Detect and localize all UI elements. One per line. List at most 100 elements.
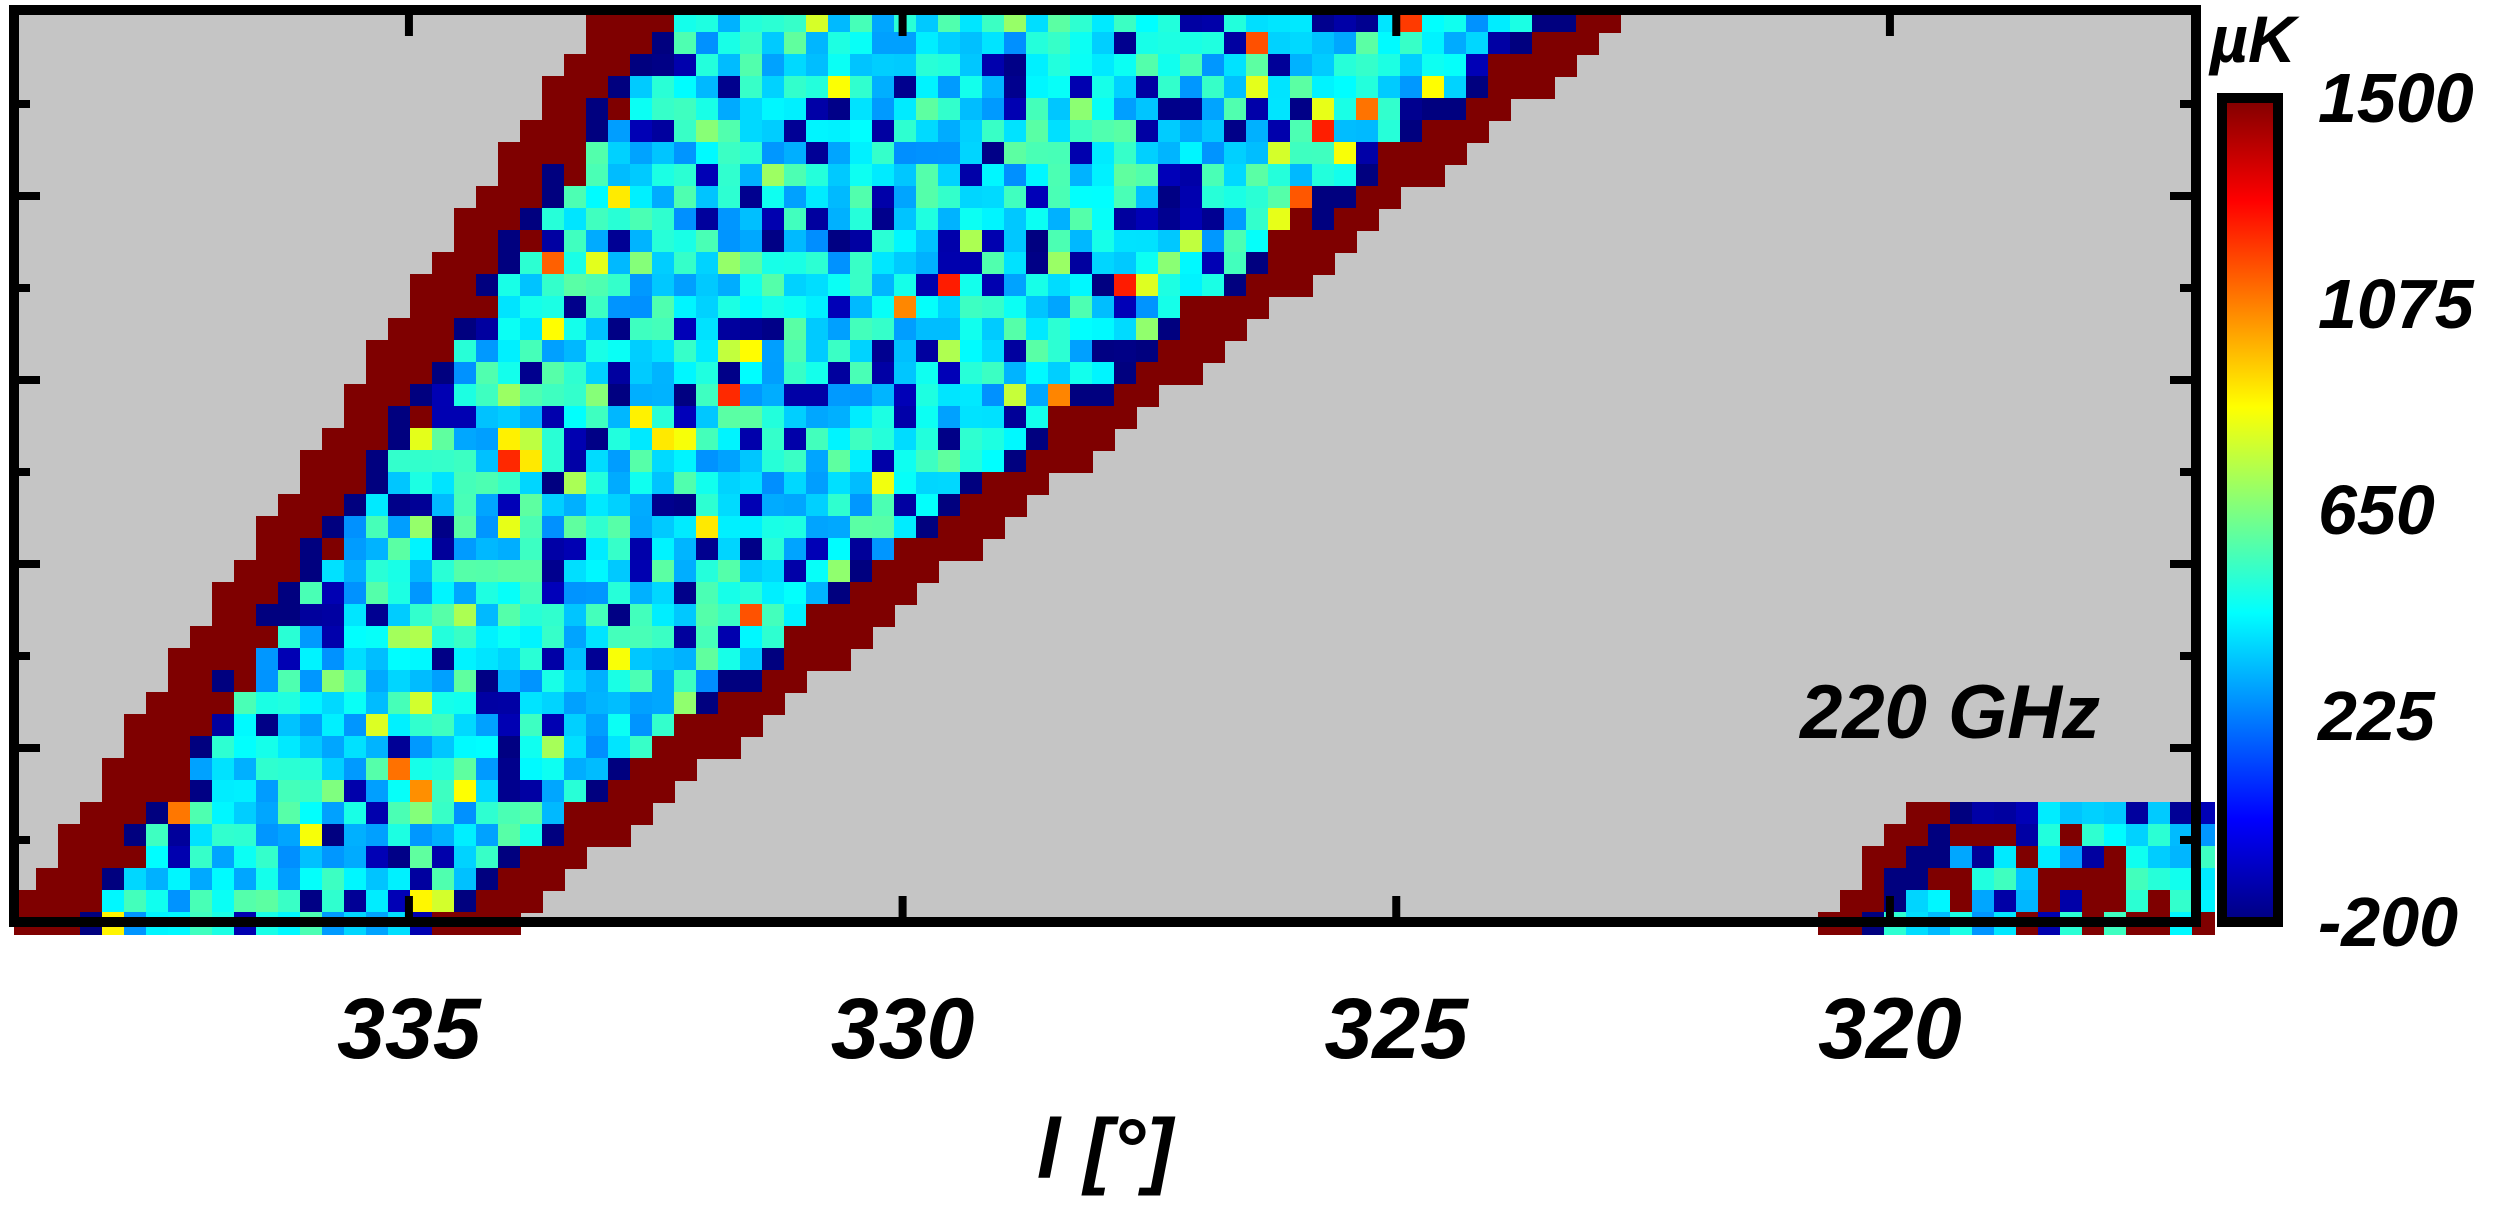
heatmap-cell [718, 736, 741, 759]
heatmap-cell [630, 406, 653, 429]
heatmap-cell [1070, 428, 1093, 451]
heatmap-cell [608, 604, 631, 627]
heatmap-cell [894, 142, 917, 165]
heatmap-cell [564, 362, 587, 385]
heatmap-cell [806, 296, 829, 319]
heatmap-cell [278, 736, 301, 759]
heatmap-cell [696, 670, 719, 693]
heatmap-cell [1488, 54, 1511, 77]
heatmap-cell [586, 54, 609, 77]
heatmap-cell [1422, 54, 1445, 77]
heatmap-cell [1444, 142, 1467, 165]
heatmap-cell [2126, 824, 2149, 847]
heatmap-cell [564, 384, 587, 407]
heatmap-cell [828, 516, 851, 539]
heatmap-cell [894, 230, 917, 253]
heatmap-cell [2170, 890, 2193, 913]
heatmap-cell [476, 472, 499, 495]
heatmap-cell [608, 384, 631, 407]
heatmap-cell [344, 868, 367, 891]
heatmap-cell [388, 318, 411, 341]
heatmap-cell [630, 692, 653, 715]
heatmap-cell [784, 626, 807, 649]
heatmap-cell [652, 296, 675, 319]
heatmap-cell [300, 582, 323, 605]
heatmap-cell [740, 582, 763, 605]
heatmap-cell [1202, 32, 1225, 55]
heatmap-cell [762, 340, 785, 363]
heatmap-cell [762, 186, 785, 209]
heatmap-cell [806, 164, 829, 187]
heatmap-cell [212, 604, 235, 627]
heatmap-cell [366, 604, 389, 627]
heatmap-cell [894, 538, 917, 561]
heatmap-cell [520, 890, 543, 913]
heatmap-cell [124, 868, 147, 891]
heatmap-cell [1048, 252, 1071, 275]
heatmap-cell [542, 252, 565, 275]
heatmap-cell [234, 802, 257, 825]
heatmap-cell [410, 362, 433, 385]
heatmap-cell [278, 780, 301, 803]
heatmap-cell [850, 98, 873, 121]
heatmap-cell [168, 648, 191, 671]
heatmap-cell [564, 120, 587, 143]
heatmap-cell [1268, 32, 1291, 55]
heatmap-cell [1378, 120, 1401, 143]
heatmap-cell [630, 54, 653, 77]
heatmap-cell [784, 98, 807, 121]
heatmap-cell [740, 54, 763, 77]
heatmap-cell [2126, 846, 2149, 869]
heatmap-cell [894, 98, 917, 121]
heatmap-cell [564, 802, 587, 825]
heatmap-cell [1246, 32, 1269, 55]
heatmap-cell [146, 846, 169, 869]
heatmap-cell [256, 824, 279, 847]
heatmap-cell [894, 406, 917, 429]
heatmap-cell [476, 824, 499, 847]
heatmap-cell [608, 538, 631, 561]
heatmap-cell [454, 450, 477, 473]
heatmap-cell [168, 780, 191, 803]
heatmap-cell [1202, 76, 1225, 99]
heatmap-cell [916, 32, 939, 55]
heatmap-cell [982, 450, 1005, 473]
heatmap-cell [564, 538, 587, 561]
heatmap-cell [586, 560, 609, 583]
heatmap-cell [762, 318, 785, 341]
heatmap-cell [1070, 230, 1093, 253]
heatmap-cell [850, 472, 873, 495]
heatmap-cell [740, 428, 763, 451]
heatmap-cell [630, 428, 653, 451]
heatmap-cell [520, 538, 543, 561]
heatmap-cell [520, 736, 543, 759]
heatmap-cell [432, 890, 455, 913]
heatmap-cell [300, 626, 323, 649]
heatmap-cell [1136, 10, 1159, 33]
heatmap-cell [366, 450, 389, 473]
heatmap-cell [2104, 868, 2127, 891]
heatmap-cell [476, 714, 499, 737]
heatmap-cell [762, 450, 785, 473]
heatmap-cell [322, 604, 345, 627]
heatmap-cell [982, 428, 1005, 451]
heatmap-cell [916, 252, 939, 275]
heatmap-cell [740, 98, 763, 121]
heatmap-cell [564, 230, 587, 253]
heatmap-cell [652, 274, 675, 297]
colorbar-tick-label: -200 [2318, 883, 2458, 961]
heatmap-cell [982, 186, 1005, 209]
heatmap-cell [300, 538, 323, 561]
heatmap-cell [58, 824, 81, 847]
heatmap-cell [960, 340, 983, 363]
heatmap-cell [674, 494, 697, 517]
heatmap-cell [322, 802, 345, 825]
heatmap-cell [630, 340, 653, 363]
heatmap-cell [190, 648, 213, 671]
heatmap-cell [608, 340, 631, 363]
heatmap-cell [916, 494, 939, 517]
heatmap-cell [806, 384, 829, 407]
heatmap-cell [388, 626, 411, 649]
heatmap-cell [586, 802, 609, 825]
heatmap-cell [1400, 164, 1423, 187]
